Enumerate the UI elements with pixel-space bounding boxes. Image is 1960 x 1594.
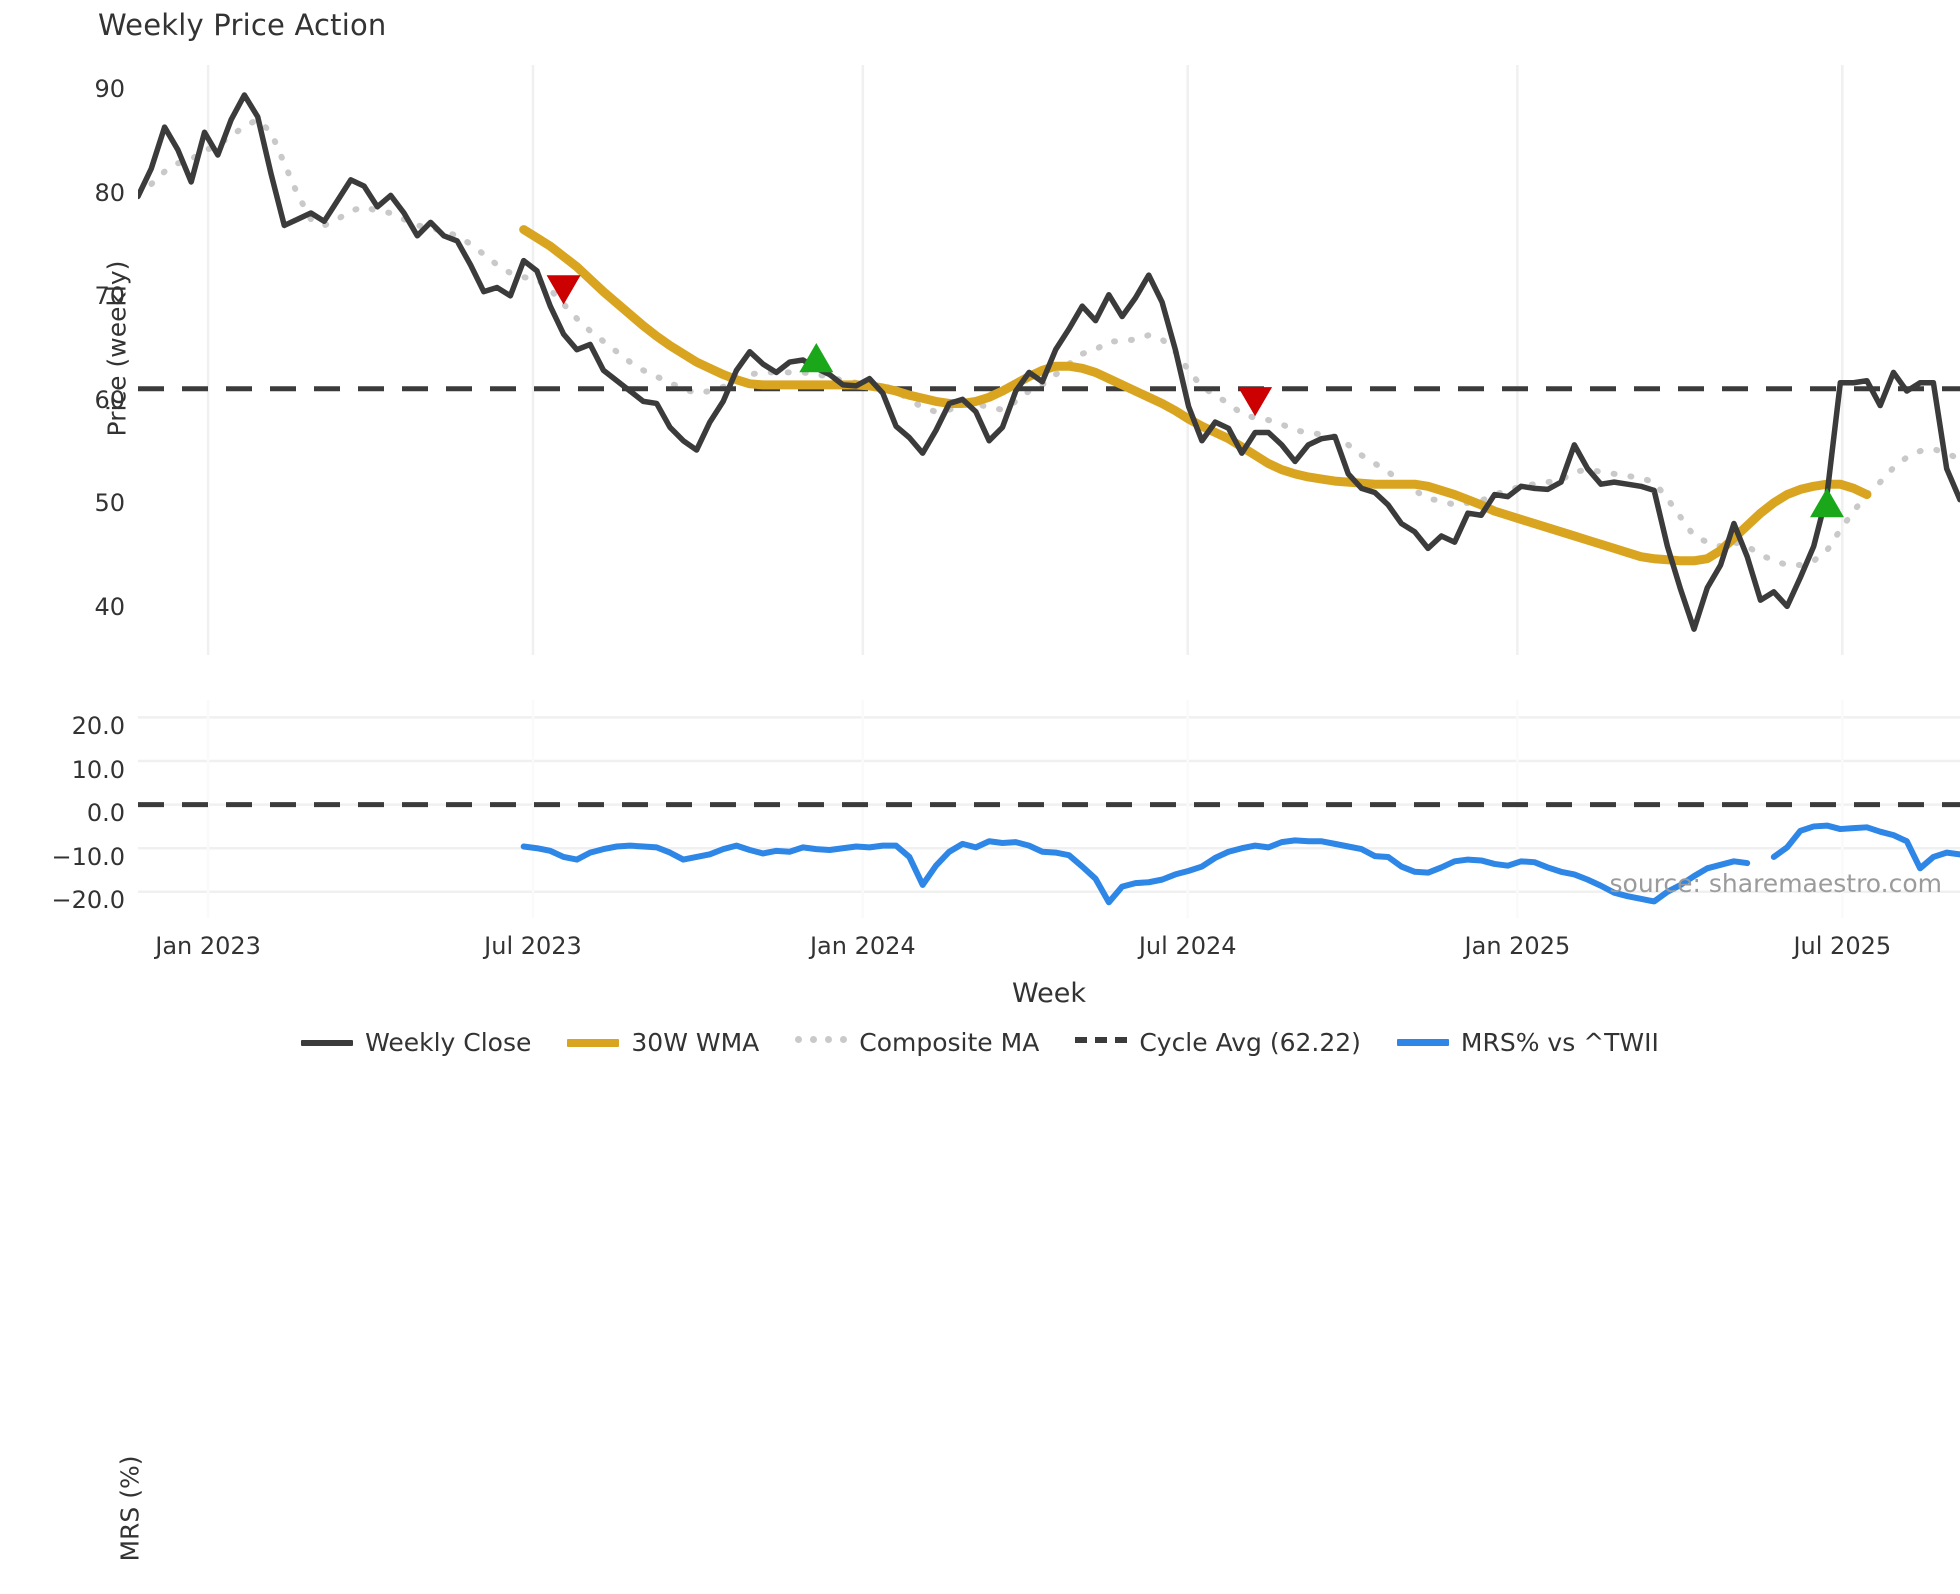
mrs-line (520, 822, 1960, 906)
mrs-ytick-10: 10.0 (71, 755, 125, 784)
xtick-jul-2023: Jul 2023 (484, 932, 582, 960)
source-watermark: source: sharemaestro.com (1609, 869, 1943, 898)
legend-swatch-wma30-icon (567, 1038, 620, 1047)
legend-swatch-mrs-icon (1396, 1039, 1449, 1046)
xtick-jul-2024: Jul 2024 (1138, 932, 1237, 960)
legend-label-cycle-avg: Cycle Avg (62.22) (1139, 1028, 1361, 1057)
legend-swatch-cycle-avg-icon (1075, 1036, 1128, 1049)
legend-item-weekly-close[interactable]: Weekly Close (301, 1028, 531, 1057)
mrs-ytick-m10: −10.0 (51, 842, 125, 871)
legend-item-composite-ma[interactable]: Composite MA (795, 1028, 1039, 1057)
legend-label-wma30: 30W WMA (631, 1028, 760, 1057)
chart-legend: Weekly Close 30W WMA Composite MA Cycle … (0, 1028, 1960, 1057)
mrs-chart-panel: MRS (%) 20.0 10.0 0.0 −10.0 −20.0 Jan 20… (51, 700, 1960, 1562)
legend-swatch-weekly-close-icon (301, 1039, 354, 1046)
xtick-jan-2025: Jan 2025 (1464, 932, 1571, 960)
page-title: Weekly Price Action (98, 8, 387, 42)
price-gridlines (206, 65, 1844, 655)
sell-signal-marker (546, 275, 581, 305)
xtick-jul-2025: Jul 2025 (1793, 932, 1892, 960)
buy-signal-marker (1810, 487, 1844, 518)
mrs-ytick-20: 20.0 (71, 712, 125, 741)
xtick-jan-2024: Jan 2024 (809, 932, 916, 960)
chart-figure: Weekly Price Action Price (weekly) 90 80… (0, 8, 1960, 1562)
legend-label-composite-ma: Composite MA (859, 1028, 1040, 1057)
price-ytick-60: 60 (94, 385, 125, 414)
weekly-close-line (138, 92, 1960, 632)
legend-item-mrs[interactable]: MRS% vs ^TWII (1396, 1028, 1659, 1057)
legend-item-wma30[interactable]: 30W WMA (567, 1028, 759, 1057)
sell-signal-marker (1238, 387, 1273, 417)
legend-swatch-composite-ma-icon (795, 1036, 848, 1049)
x-axis-label: Week (1012, 978, 1086, 1009)
mrs-gridlines (138, 700, 1960, 918)
legend-label-mrs: MRS% vs ^TWII (1460, 1028, 1659, 1057)
price-ytick-90: 90 (94, 75, 125, 104)
mrs-axis-label: MRS (%) (115, 1455, 145, 1562)
price-ytick-40: 40 (94, 592, 125, 621)
buy-signal-marker (799, 343, 834, 373)
price-ytick-80: 80 (94, 178, 125, 207)
price-ytick-50: 50 (94, 489, 125, 518)
mrs-ytick-m20: −20.0 (51, 886, 125, 915)
price-chart-panel: Price (weekly) 90 80 70 60 50 40 (94, 65, 1960, 655)
legend-item-cycle-avg[interactable]: Cycle Avg (62.22) (1075, 1028, 1361, 1057)
mrs-ytick-0: 0.0 (86, 799, 125, 828)
composite-ma-line (138, 116, 1960, 568)
price-plot-area (138, 65, 1960, 655)
mrs-plot-area (138, 700, 1960, 918)
signal-markers (546, 275, 1844, 518)
xtick-jan-2023: Jan 2023 (155, 932, 261, 960)
price-ytick-70: 70 (94, 282, 125, 311)
price-axis-label: Price (weekly) (102, 260, 132, 437)
legend-label-weekly-close: Weekly Close (365, 1028, 532, 1057)
